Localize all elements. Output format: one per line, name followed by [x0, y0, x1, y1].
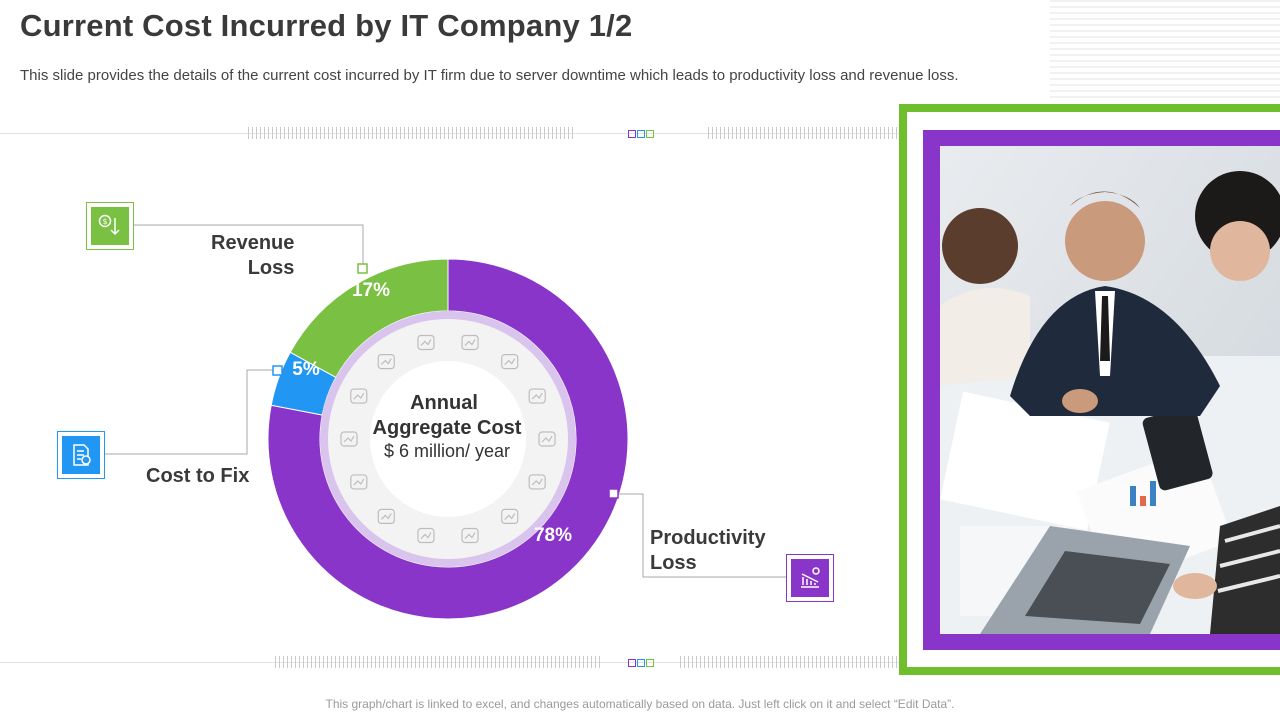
ring-icon — [461, 527, 479, 544]
ring-icon — [461, 334, 479, 351]
page-title: Current Cost Incurred by IT Company 1/2 — [20, 8, 633, 43]
cost-to-fix-icon-box — [57, 431, 105, 479]
productivity-loss-icon-box — [786, 554, 834, 602]
ring-icon — [528, 474, 546, 490]
ring-icon — [528, 388, 546, 404]
pct-label-cost-to-fix: 5% — [292, 359, 320, 380]
business-team-photo — [940, 146, 1280, 634]
leader-lines — [104, 224, 786, 578]
page-subtitle: This slide provides the details of the c… — [20, 67, 959, 84]
ring-icon — [350, 474, 368, 490]
svg-text:$: $ — [102, 217, 107, 226]
ring-icon — [538, 431, 556, 447]
center-title-line1: Annual — [410, 392, 478, 414]
cost-to-fix-label: Cost to Fix — [146, 465, 250, 487]
revenue-loss-icon-box: $ — [86, 202, 134, 250]
header-stripes — [1050, 0, 1280, 100]
revenue-loss-marker — [357, 263, 368, 274]
document-dollar-icon — [62, 436, 100, 474]
footer-note: This graph/chart is linked to excel, and… — [325, 697, 955, 711]
ring-icon — [417, 334, 435, 351]
ring-icon — [377, 508, 395, 525]
cost-to-fix-marker — [272, 365, 283, 376]
ring-decorative-icons — [340, 334, 556, 544]
center-title-line2: Aggregate Cost — [373, 417, 522, 439]
pct-label-revenue-loss: 17% — [352, 280, 390, 301]
ring-icon — [340, 431, 358, 447]
declining-chart-gear-icon — [791, 559, 829, 597]
ring-icon — [350, 388, 368, 404]
donut-chart[interactable]: Annual Aggregate Cost $ 6 million/ year … — [0, 100, 900, 700]
pct-label-productivity-loss: 78% — [534, 525, 572, 546]
center-value: $ 6 million/ year — [384, 441, 510, 461]
dollar-down-icon: $ — [91, 207, 129, 245]
center-disc — [370, 361, 526, 517]
revenue-loss-label: Revenue Loss — [211, 232, 295, 279]
ring-icon — [417, 527, 435, 544]
productivity-loss-marker — [608, 488, 619, 499]
ring-icon — [501, 353, 519, 370]
ring-icon — [501, 508, 519, 525]
ring-icon — [377, 353, 395, 370]
productivity-loss-label: Productivity Loss — [650, 527, 766, 574]
